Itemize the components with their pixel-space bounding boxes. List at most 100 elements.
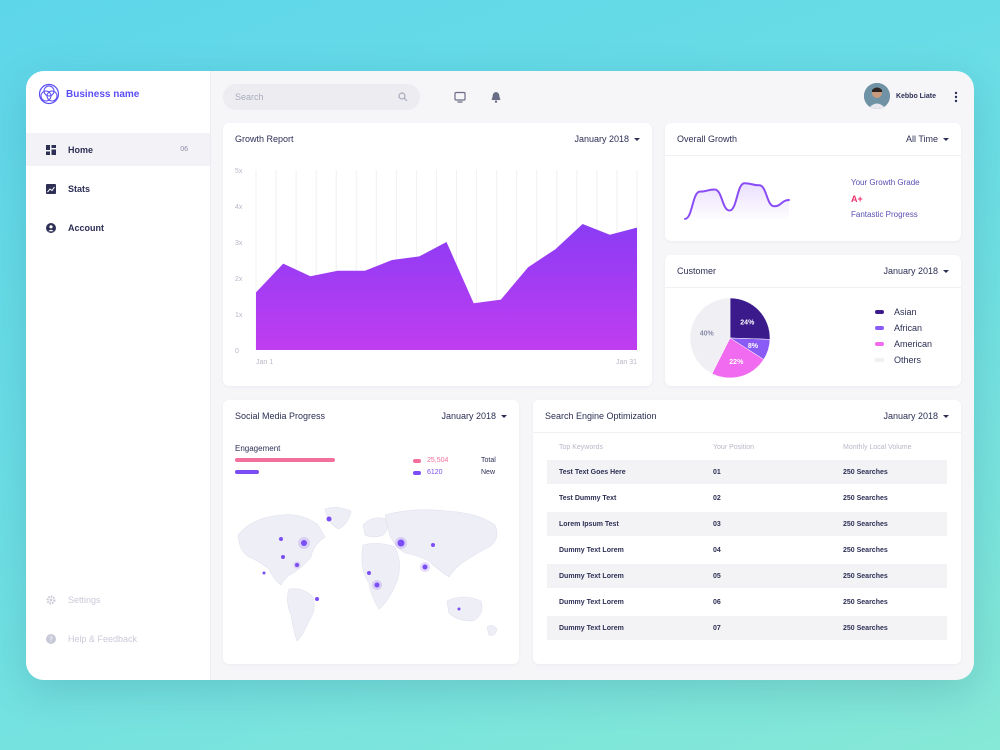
filter-label: January 2018 <box>574 134 629 144</box>
monitor-icon[interactable] <box>454 91 466 103</box>
world-map <box>237 507 498 642</box>
customer-pie-chart: 24% 8% 22% 40% <box>689 297 771 379</box>
date-filter-dropdown[interactable]: January 2018 <box>883 411 949 421</box>
card-title: Search Engine Optimization <box>545 411 657 421</box>
date-filter-dropdown[interactable]: January 2018 <box>441 411 507 421</box>
table-row[interactable]: Test Dummy Text 02 250 Searches <box>547 486 947 510</box>
pie-slice-label: 24% <box>740 319 755 326</box>
chevron-down-icon <box>943 137 949 141</box>
keyword-cell: Dummy Text Lorem <box>559 572 624 580</box>
divider <box>533 432 961 433</box>
position-cell: 03 <box>713 520 721 528</box>
pie-slice-others <box>689 297 731 375</box>
table-row[interactable]: Dummy Text Lorem 07 250 Searches <box>547 616 947 640</box>
stat-value: 25,504 <box>427 457 449 464</box>
legend-item: African <box>875 320 932 336</box>
seo-table-header: Top Keywords Your Position Monthly Local… <box>547 444 947 451</box>
legend-label: African <box>894 323 923 333</box>
sidebar: Business name Home 06 Stats Account <box>26 71 211 680</box>
legend-item: Others <box>875 352 932 368</box>
stat-swatch <box>413 471 421 475</box>
sidebar-item-help[interactable]: ? Help & Feedback <box>26 622 210 655</box>
grade-value: A+ <box>851 194 863 204</box>
date-filter-dropdown[interactable]: January 2018 <box>883 266 949 276</box>
x-tick-label: Jan 31 <box>616 359 637 366</box>
filter-label: January 2018 <box>883 411 938 421</box>
stat-row-total: 25,504 Total <box>413 455 496 467</box>
volume-cell: 250 Searches <box>843 520 888 528</box>
grade-label: Your Growth Grade <box>851 178 920 187</box>
keyword-cell: Dummy Text Lorem <box>559 598 624 606</box>
pie-slice-label: 22% <box>729 359 744 366</box>
legend-swatch <box>875 358 884 362</box>
pie-slice-label: 8% <box>748 343 759 350</box>
sidebar-item-account[interactable]: Account <box>26 211 210 244</box>
engagement-stats: 25,504 Total 6120 New <box>413 455 496 479</box>
volume-cell: 250 Searches <box>843 572 888 580</box>
chevron-down-icon <box>501 414 507 418</box>
chevron-down-icon <box>943 269 949 273</box>
overall-growth-line-chart <box>684 182 790 221</box>
position-cell: 06 <box>713 598 721 606</box>
sidebar-item-home[interactable]: Home 06 <box>26 133 210 166</box>
legend-swatch <box>875 310 884 314</box>
bell-icon[interactable] <box>490 91 502 103</box>
user-menu[interactable]: Kebbo Liate <box>863 83 936 109</box>
seo-card: Search Engine Optimization January 2018 … <box>533 400 961 664</box>
help-icon: ? <box>46 633 56 644</box>
y-tick-label: 1x <box>235 312 243 319</box>
sidebar-item-stats[interactable]: Stats <box>26 172 210 205</box>
brand-name: Business name <box>66 88 140 100</box>
dashboard-icon <box>46 144 56 155</box>
legend-swatch <box>875 342 884 346</box>
engagement-bars <box>235 458 345 476</box>
y-tick-label: 4x <box>235 204 243 211</box>
avatar <box>863 83 890 109</box>
customer-legend: Asian African American Others <box>875 304 932 368</box>
pie-slice-american <box>711 337 765 379</box>
legend-swatch <box>875 326 884 330</box>
search-input[interactable]: Search <box>223 84 420 110</box>
sidebar-item-settings[interactable]: Settings <box>26 583 210 616</box>
legend-label: Others <box>894 355 922 365</box>
more-options-icon[interactable] <box>954 91 958 103</box>
sidebar-item-label: Settings <box>68 594 101 605</box>
pie-slice-label: 40% <box>700 330 715 337</box>
table-row[interactable]: Test Text Goes Here 01 250 Searches <box>547 460 947 484</box>
stat-label: New <box>481 469 496 476</box>
social-media-card: Social Media Progress January 2018 Engag… <box>223 400 519 664</box>
keyword-cell: Lorem Ipsum Test <box>559 520 619 528</box>
table-row[interactable]: Dummy Text Lorem 05 250 Searches <box>547 564 947 588</box>
search-placeholder: Search <box>235 92 264 102</box>
growth-area-chart: 0 1x 2x 3x 4x 5x Jan 1 Jan 31 <box>235 168 638 366</box>
card-title: Overall Growth <box>677 134 738 144</box>
filter-label: All Time <box>905 134 938 144</box>
sidebar-item-label: Stats <box>68 183 91 194</box>
date-filter-dropdown[interactable]: January 2018 <box>574 134 640 144</box>
position-cell: 01 <box>713 468 721 476</box>
table-row[interactable]: Dummy Text Lorem 06 250 Searches <box>547 590 947 614</box>
position-cell: 05 <box>713 572 721 580</box>
volume-cell: 250 Searches <box>843 546 888 554</box>
table-row[interactable]: Lorem Ipsum Test 03 250 Searches <box>547 512 947 536</box>
search-icon[interactable] <box>398 92 408 102</box>
card-title: Growth Report <box>235 134 294 144</box>
legend-label: Asian <box>894 307 917 317</box>
table-row[interactable]: Dummy Text Lorem 04 250 Searches <box>547 538 947 562</box>
notification-count-badge: 06 <box>180 146 188 153</box>
sidebar-item-label: Account <box>68 222 104 233</box>
column-header: Top Keywords <box>559 444 603 451</box>
divider <box>665 155 961 156</box>
column-header: Your Position <box>713 444 754 451</box>
stat-label: Total <box>481 457 496 464</box>
filter-label: January 2018 <box>441 411 496 421</box>
engagement-label: Engagement <box>235 444 281 453</box>
time-filter-dropdown[interactable]: All Time <box>906 134 949 144</box>
growth-grade-summary: Your Growth Grade A+ Fantastic Progress <box>851 175 920 223</box>
stat-swatch <box>413 459 421 463</box>
card-title: Customer <box>677 266 717 276</box>
y-tick-label: 2x <box>235 276 243 283</box>
engagement-bar <box>235 470 259 474</box>
user-name: Kebbo Liate <box>895 92 936 100</box>
brand[interactable]: Business name <box>38 83 139 105</box>
